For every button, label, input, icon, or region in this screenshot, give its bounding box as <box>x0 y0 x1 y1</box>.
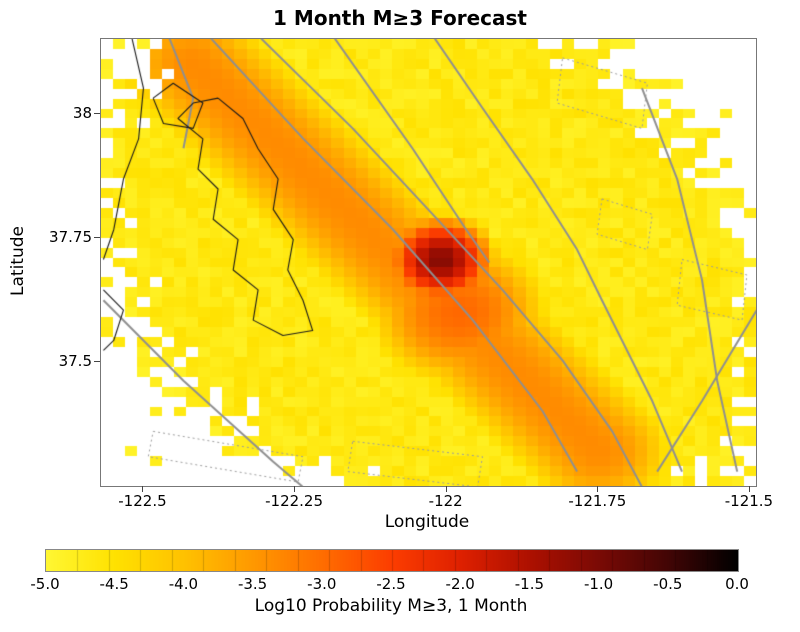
y-tick-label: 37.5 <box>58 351 92 370</box>
colorbar-tick-label: -4.5 <box>99 575 129 593</box>
x-tick-label: -122.25 <box>265 492 324 510</box>
y-tick-label: 38 <box>72 103 92 122</box>
x-tick-label: -122.5 <box>118 492 167 510</box>
x-tick-mark <box>597 486 599 492</box>
x-axis-label: Longitude <box>384 512 470 532</box>
y-tick-label: 37.75 <box>49 227 92 246</box>
colorbar-canvas <box>46 550 738 571</box>
x-tick-mark <box>445 486 447 492</box>
colorbar-tick-label: -3.5 <box>237 575 268 593</box>
colorbar-tick-label: -2.0 <box>445 575 475 593</box>
colorbar-tick-label: -5.0 <box>30 575 60 593</box>
colorbar-tick-label: 0.0 <box>725 575 749 593</box>
colorbar-tick-label: -4.0 <box>168 575 199 593</box>
x-tick-label: -121.5 <box>724 492 774 510</box>
chart-title: 1 Month M≥3 Forecast <box>273 6 527 30</box>
colorbar-tick-label: -3.0 <box>307 575 337 593</box>
colorbar-tick-label: -2.5 <box>376 575 406 593</box>
y-tick-mark <box>94 360 100 362</box>
y-tick-mark <box>94 236 100 238</box>
colorbar <box>45 549 739 572</box>
colorbar-tick-label: -1.5 <box>514 575 545 593</box>
x-tick-label: -122 <box>428 492 463 510</box>
y-tick-mark <box>94 112 100 114</box>
colorbar-tick-label: -1.0 <box>583 575 614 593</box>
x-tick-mark <box>142 486 144 492</box>
plot-area <box>100 38 757 487</box>
x-tick-mark <box>748 486 750 492</box>
x-tick-mark <box>294 486 296 492</box>
map-overlay-canvas <box>101 39 756 486</box>
x-tick-label: -121.75 <box>568 492 627 510</box>
colorbar-tick-label: -0.5 <box>653 575 683 593</box>
colorbar-label: Log10 Probability M≥3, 1 Month <box>254 596 528 616</box>
